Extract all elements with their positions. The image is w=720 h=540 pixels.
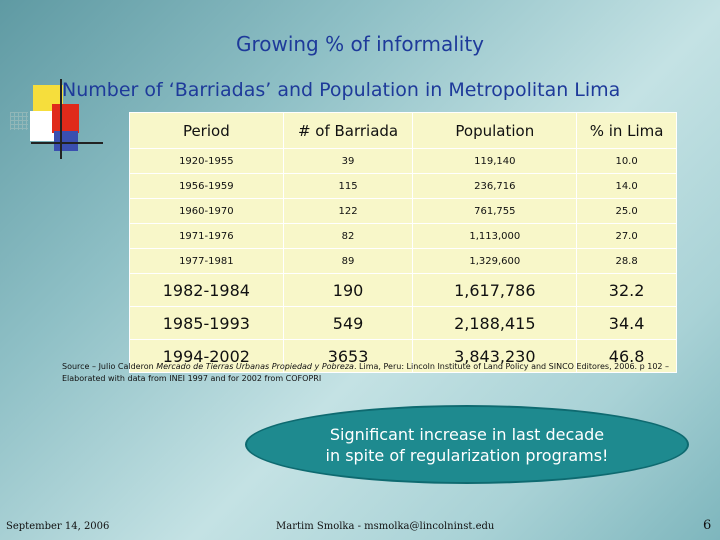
decor-red-square	[52, 104, 79, 133]
cell-period: 1994-2002	[129, 339, 284, 373]
slide-subtitle: Number of ‘Barriadas’ and Population in …	[62, 79, 621, 101]
cell-period: 1920-1955	[129, 148, 284, 174]
decor-vertical-line	[60, 79, 62, 159]
footer-date: September 14, 2006	[6, 521, 110, 532]
header-period: Period	[129, 112, 284, 149]
source-book-title: Mercado de Tierras Urbanas Propiedad y P…	[156, 362, 354, 371]
table-row: 1960-1970 122 761,755 25.0	[129, 198, 677, 224]
cell-barriada: 190	[282, 273, 414, 307]
decor-grid	[10, 112, 28, 130]
cell-period: 1960-1970	[129, 198, 284, 224]
callout-ellipse: Significant increase in last decade in s…	[245, 405, 689, 484]
cell-population: 3,843,230	[412, 339, 578, 373]
decor-blue-square	[54, 131, 78, 151]
table-row: 1956-1959 115 236,716 14.0	[129, 173, 677, 199]
cell-period: 1985-1993	[129, 306, 284, 340]
slide-title: Growing % of informality	[235, 32, 485, 56]
source-citation: Source – Julio Calderon Mercado de Tierr…	[62, 361, 682, 385]
cell-percent: 28.8	[576, 248, 677, 274]
cell-percent: 25.0	[576, 198, 677, 224]
cell-percent: 34.4	[576, 306, 677, 340]
table-row: 1985-1993 549 2,188,415 34.4	[129, 306, 677, 340]
header-population: Population	[412, 112, 578, 149]
table-row: 1982-1984 190 1,617,786 32.2	[129, 273, 677, 307]
cell-barriada: 89	[282, 248, 414, 274]
cell-barriada: 115	[282, 173, 414, 199]
cell-period: 1956-1959	[129, 173, 284, 199]
cell-barriada: 122	[282, 198, 414, 224]
table-row: 1920-1955 39 119,140 10.0	[129, 148, 677, 174]
cell-population: 1,113,000	[412, 223, 578, 249]
callout-line-2: in spite of regularization programs!	[325, 445, 609, 465]
cell-barriada: 549	[282, 306, 414, 340]
source-prefix: Source – Julio Calderon	[62, 362, 157, 371]
decor-horizontal-line	[31, 142, 103, 144]
source-rest: . Lima, Peru: Lincoln Institute of Land …	[62, 362, 670, 383]
cell-percent: 10.0	[576, 148, 677, 174]
table-row: 1971-1976 82 1,113,000 27.0	[129, 223, 677, 249]
table-header-row: Period # of Barriada Population % in Lim…	[129, 112, 677, 149]
cell-population: 1,329,600	[412, 248, 578, 274]
cell-population: 761,755	[412, 198, 578, 224]
barriadas-table: Period # of Barriada Population % in Lim…	[129, 112, 677, 373]
cell-population: 1,617,786	[412, 273, 578, 307]
cell-barriada: 82	[282, 223, 414, 249]
cell-period: 1971-1976	[129, 223, 284, 249]
header-barriada: # of Barriada	[282, 112, 414, 149]
cell-population: 2,188,415	[412, 306, 578, 340]
cell-period: 1977-1981	[129, 248, 284, 274]
header-percent-lima: % in Lima	[576, 112, 677, 149]
table-row: 1977-1981 89 1,329,600 28.8	[129, 248, 677, 274]
page-number: 6	[703, 518, 712, 533]
cell-percent: 32.2	[576, 273, 677, 307]
cell-percent: 14.0	[576, 173, 677, 199]
cell-population: 236,716	[412, 173, 578, 199]
cell-barriada: 39	[282, 148, 414, 174]
cell-period: 1982-1984	[129, 273, 284, 307]
footer-author: Martim Smolka - msmolka@lincolninst.edu	[276, 521, 495, 532]
callout-line-1: Significant increase in last decade	[329, 424, 605, 444]
cell-percent: 46.8	[576, 339, 677, 373]
table-row: 1994-2002 3653 3,843,230 46.8	[129, 339, 677, 373]
cell-percent: 27.0	[576, 223, 677, 249]
cell-population: 119,140	[412, 148, 578, 174]
